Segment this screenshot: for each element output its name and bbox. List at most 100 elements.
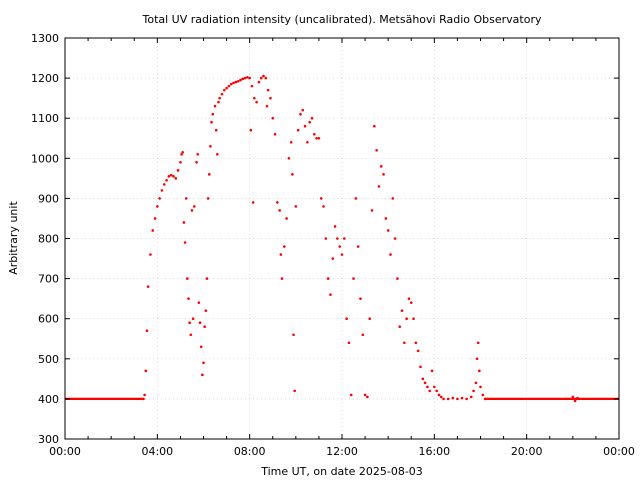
data-point [196, 152, 200, 156]
data-point [241, 77, 245, 81]
data-point [192, 205, 196, 208]
data-point [336, 237, 339, 240]
data-point [273, 132, 277, 136]
data-point [324, 237, 328, 240]
data-point [456, 397, 459, 401]
data-point [430, 369, 434, 373]
data-point [220, 92, 224, 96]
data-point [246, 75, 249, 79]
data-point [293, 389, 296, 393]
grid [65, 38, 619, 439]
data-point [239, 78, 242, 82]
data-point [144, 369, 148, 373]
x-tick-label: 20:00 [511, 445, 543, 458]
data-point [478, 369, 481, 373]
data-point [322, 205, 325, 208]
x-tick-label: 00:00 [49, 445, 81, 458]
data-point [407, 297, 411, 300]
data-point [442, 397, 445, 401]
data-point [234, 80, 238, 84]
data-point [317, 136, 321, 140]
data-point [259, 76, 263, 80]
data-point [222, 88, 226, 92]
data-point [393, 237, 397, 240]
data-point [354, 197, 358, 200]
data-point [396, 277, 399, 280]
chart-title: Total UV radiation intensity (uncalibrat… [142, 13, 542, 26]
data-point [301, 108, 305, 112]
data-point [483, 397, 487, 401]
x-axis-label: Time UT, on date 2025-08-03 [260, 465, 423, 478]
data-point [174, 177, 178, 180]
data-point [389, 253, 392, 256]
data-point [182, 221, 186, 224]
data-point [437, 393, 441, 397]
data-point [370, 209, 374, 212]
data-point [343, 237, 346, 240]
data-point [149, 253, 152, 256]
data-point [153, 217, 157, 220]
data-point [209, 144, 212, 148]
data-point [296, 128, 300, 132]
data-point [216, 152, 219, 156]
data-point [382, 173, 385, 176]
data-point [481, 393, 485, 397]
data-point [421, 377, 425, 381]
data-point [218, 96, 221, 100]
data-point [384, 217, 388, 220]
data-point [225, 86, 228, 90]
data-point [211, 112, 215, 116]
data-point [345, 317, 348, 321]
axis-ticks [64, 37, 620, 440]
data-point [340, 253, 344, 256]
data-point [439, 395, 443, 399]
data-point [472, 389, 475, 393]
data-point [280, 277, 284, 280]
data-point [217, 100, 220, 104]
data-point [423, 381, 427, 385]
x-tick-labels: 00:00 04:00 08:00 12:00 16:00 20:00 00:00 [49, 445, 635, 458]
data-point [198, 321, 202, 325]
x-tick-label: 00:00 [603, 445, 635, 458]
data-point [349, 393, 353, 397]
y-axis-label: Arbitrary unit [7, 201, 20, 275]
data-point [363, 393, 367, 397]
data-point [377, 185, 381, 188]
data-point [386, 229, 390, 232]
data-point [203, 325, 206, 329]
data-point [186, 277, 189, 280]
data-point [142, 397, 145, 401]
data-point [475, 357, 479, 361]
x-tick-label: 16:00 [418, 445, 450, 458]
data-point [146, 285, 150, 288]
data-point [409, 301, 413, 304]
x-tick-label: 12:00 [326, 445, 358, 458]
data-point [306, 140, 309, 144]
y-tick-label: 800 [38, 233, 59, 246]
data-point [451, 396, 455, 400]
data-point [433, 385, 436, 389]
data-point [229, 82, 233, 86]
data-point [571, 395, 575, 399]
data-point [151, 229, 155, 232]
data-series [65, 74, 619, 403]
data-point [361, 333, 365, 337]
data-point [143, 393, 146, 397]
data-point [299, 112, 302, 116]
data-point [347, 341, 351, 345]
data-point [292, 333, 295, 337]
data-point [156, 205, 159, 208]
data-point [379, 165, 383, 168]
y-tick-label: 600 [38, 313, 59, 326]
data-point [428, 389, 432, 393]
data-point [329, 293, 332, 296]
data-point [179, 161, 182, 164]
data-point [158, 197, 161, 200]
data-point [236, 80, 240, 83]
data-point [333, 225, 337, 228]
data-point [180, 152, 183, 156]
data-point [207, 173, 211, 176]
data-point [162, 183, 166, 186]
data-point [276, 201, 279, 204]
